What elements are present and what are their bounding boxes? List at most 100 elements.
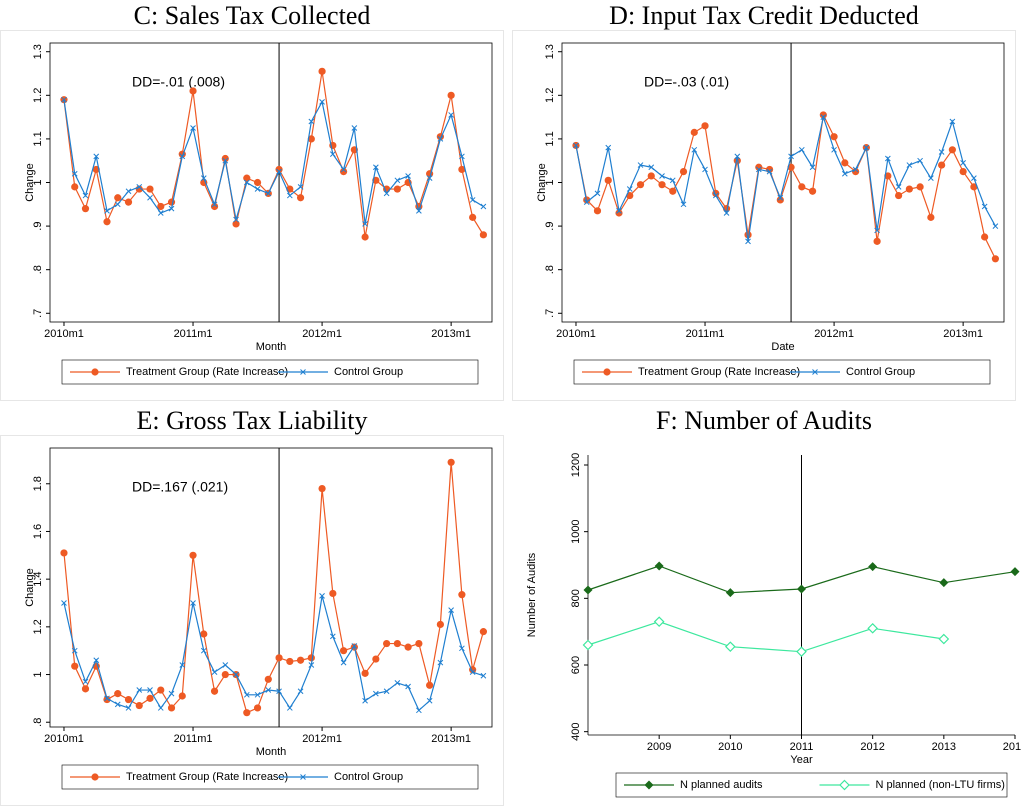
y-axis-title: Change (24, 568, 36, 607)
marker (959, 168, 967, 176)
marker (81, 205, 90, 213)
marker (286, 192, 293, 199)
marker (275, 165, 283, 174)
marker (1010, 567, 1020, 577)
y-tick-label: .8 (32, 718, 44, 727)
series-line (575, 112, 996, 260)
legend-label: Control Group (846, 366, 915, 378)
marker (114, 701, 121, 708)
legend-marker (300, 774, 306, 780)
marker (724, 641, 736, 653)
marker (71, 662, 79, 670)
marker (654, 561, 664, 571)
marker (372, 655, 380, 663)
x-tick-label: 2012 (860, 741, 884, 753)
marker (928, 175, 934, 181)
marker (480, 203, 487, 210)
marker (679, 168, 688, 176)
marker (339, 168, 348, 176)
marker (669, 177, 676, 184)
marker (723, 210, 730, 216)
y-tick-label: .8 (544, 265, 556, 274)
marker (243, 709, 251, 717)
marker (691, 146, 698, 153)
marker (296, 656, 305, 664)
marker (404, 643, 412, 651)
marker (906, 162, 913, 168)
plot-frame (49, 42, 493, 323)
marker (885, 155, 891, 162)
x-tick-label: 2009 (647, 741, 671, 753)
y-tick-label: 1.3 (544, 44, 556, 59)
legend-box (615, 772, 1008, 798)
marker (189, 551, 197, 559)
marker (808, 187, 817, 195)
y-tick-label: 1.6 (32, 524, 44, 539)
y-tick-label: .9 (32, 222, 44, 231)
legend-marker (603, 368, 611, 376)
y-tick-label: 1.4 (32, 572, 44, 587)
marker (179, 153, 186, 160)
legend-marker (644, 780, 654, 790)
series-line (63, 99, 484, 225)
y-tick-label: 1.3 (32, 44, 44, 59)
panel-frame (0, 30, 504, 401)
marker (394, 680, 401, 686)
plot-frame (49, 447, 493, 728)
marker (210, 687, 219, 695)
marker (253, 178, 262, 187)
marker (938, 149, 945, 155)
marker (329, 151, 336, 158)
marker (383, 190, 390, 197)
x-axis-title: Date (771, 341, 794, 353)
marker (712, 192, 719, 199)
marker (436, 620, 444, 629)
marker (916, 183, 924, 191)
marker (459, 645, 465, 652)
marker (351, 125, 358, 131)
y-tick-label: 1.2 (32, 88, 44, 103)
marker (373, 690, 379, 697)
marker (71, 647, 78, 654)
marker (297, 184, 304, 190)
x-axis-title: Month (256, 341, 287, 353)
marker (702, 166, 708, 173)
marker (318, 67, 326, 75)
marker (416, 207, 422, 214)
marker (992, 223, 999, 229)
marker (147, 194, 153, 201)
marker (200, 175, 207, 181)
marker (114, 690, 122, 698)
x-tick-label: 2013 (932, 741, 956, 753)
marker (745, 238, 751, 245)
y-tick-label: 400 (570, 722, 582, 740)
marker (605, 144, 612, 151)
marker (788, 153, 794, 160)
marker (480, 672, 487, 679)
marker (124, 695, 133, 704)
marker (970, 183, 978, 191)
marker (222, 662, 229, 668)
marker (479, 231, 487, 239)
marker (362, 697, 368, 704)
marker (178, 692, 186, 700)
chart-title: D: Input Tax Credit Deducted (609, 1, 919, 30)
marker (61, 96, 67, 103)
marker (82, 678, 89, 685)
y-tick-label: 1 (32, 179, 44, 185)
legend-box (573, 359, 991, 385)
marker (146, 185, 154, 193)
legend-label: N planned audits (680, 779, 763, 791)
y-tick-label: 1.2 (544, 88, 556, 103)
x-tick-label: 2011m1 (174, 733, 213, 745)
y-tick-label: 1.1 (544, 131, 556, 146)
marker (680, 201, 687, 208)
x-tick-label: 2011m1 (174, 328, 213, 340)
marker (200, 647, 207, 654)
marker (383, 688, 390, 695)
y-tick-label: .8 (32, 265, 44, 274)
marker (777, 194, 784, 201)
annotation: DD=-.01 (.008) (132, 74, 225, 90)
marker (104, 695, 110, 702)
marker (190, 600, 196, 606)
